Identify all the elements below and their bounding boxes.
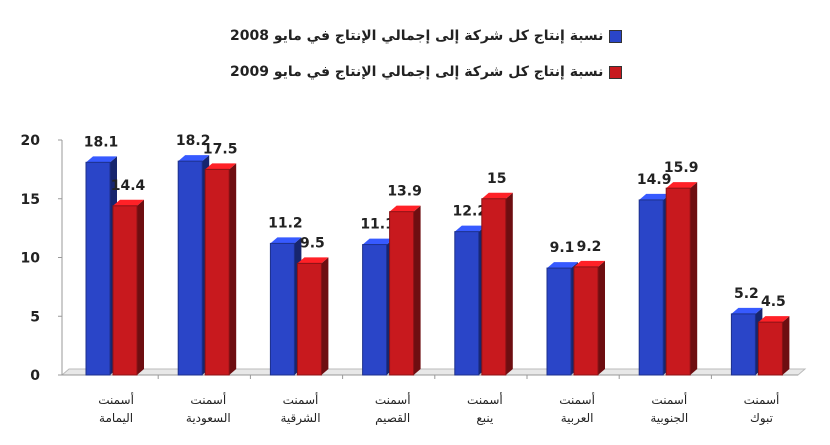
y-tick-label: 20 [21, 133, 41, 149]
data-label: 14.4 [111, 178, 146, 194]
bar-top [362, 238, 394, 245]
bar-2009 [204, 168, 230, 376]
bar-2009 [481, 198, 507, 376]
x-label-line1: أسمنت [744, 392, 780, 407]
bar-top [86, 156, 117, 163]
bar-2008 [546, 267, 572, 376]
x-label-line1: أسمنت [98, 392, 134, 407]
x-label-line1: أسمنت [190, 392, 226, 407]
x-label-line1: أسمنت [283, 392, 319, 407]
data-label: 17.5 [203, 141, 238, 157]
bar-top [666, 182, 698, 189]
bar-2009 [573, 266, 599, 376]
bar-top [574, 260, 605, 267]
bar-top [297, 257, 329, 264]
x-label-line1: أسمنت [375, 392, 411, 407]
data-label: 18.1 [84, 134, 119, 150]
data-label: 9.5 [300, 235, 325, 251]
legend-swatch-blue [609, 29, 623, 43]
bar-side [782, 316, 790, 375]
data-label: 9.2 [577, 239, 602, 255]
bar-top [547, 262, 578, 269]
bar-side [413, 205, 421, 375]
bar-top [731, 307, 763, 314]
x-label-line1: أسمنت [467, 392, 503, 407]
bar-2008 [177, 160, 203, 376]
x-label-line2: الشرقية [280, 411, 320, 426]
bar-side [321, 257, 329, 375]
bar-2009 [296, 262, 322, 376]
y-tick-label: 5 [30, 309, 40, 325]
bar-2008 [454, 231, 480, 376]
legend-label: نسبة إنتاج كل شركة إلى إجمالي الإنتاج في… [230, 28, 604, 44]
data-label: 18.2 [176, 133, 211, 149]
data-label: 5.2 [734, 286, 759, 302]
bar-top [389, 205, 421, 212]
y-tick-label: 0 [30, 368, 40, 384]
bar-2008 [362, 244, 388, 376]
x-label-line1: أسمنت [559, 392, 595, 407]
data-label: 13.9 [387, 184, 422, 200]
x-label-line2: تبوك [750, 411, 773, 426]
legend-item-2009: نسبة إنتاج كل شركة إلى إجمالي الإنتاج في… [230, 64, 623, 80]
bar-2008 [85, 161, 111, 376]
bar-side [690, 182, 698, 375]
data-label: 14.9 [637, 172, 672, 188]
bar-side [598, 260, 605, 375]
data-label: 4.5 [761, 294, 786, 310]
y-tick-label: 15 [21, 192, 40, 208]
bar-2008 [730, 313, 756, 376]
bar-top [454, 225, 486, 232]
bar-top [113, 199, 144, 206]
bar-top [178, 155, 210, 162]
data-label: 15.9 [664, 160, 699, 176]
x-label-line2: السعودية [186, 411, 231, 426]
data-label: 11.2 [268, 215, 303, 231]
bar-2009 [757, 321, 783, 376]
y-tick-label: 10 [21, 251, 41, 267]
bar-top [481, 192, 513, 199]
bar-2009 [665, 187, 691, 376]
legend-swatch-red [609, 65, 623, 79]
x-label-line2: الجنوبية [650, 411, 688, 426]
data-label: 9.1 [550, 240, 575, 256]
data-label: 11.1 [360, 217, 395, 233]
bar-2009 [389, 211, 415, 376]
legend-item-2008: نسبة إنتاج كل شركة إلى إجمالي الإنتاج في… [230, 28, 623, 44]
data-label: 15 [487, 171, 506, 187]
x-label-line2: القصيم [375, 411, 410, 425]
data-label: 12.2 [453, 204, 488, 220]
bar-side [137, 199, 144, 375]
x-label-line2: ينبع [476, 411, 493, 425]
bar-2008 [638, 199, 664, 376]
x-label-line1: أسمنت [651, 392, 687, 407]
x-label-line2: اليمامة [99, 411, 133, 425]
bar-2009 [112, 205, 138, 376]
bar-top [270, 237, 302, 244]
bar-2008 [269, 242, 295, 376]
x-label-line2: العربية [561, 411, 594, 426]
bar-top [758, 316, 790, 323]
bar-top [639, 193, 671, 200]
legend-label: نسبة إنتاج كل شركة إلى إجمالي الإنتاج في… [230, 64, 604, 80]
bar-side [505, 192, 513, 375]
bar-top [205, 163, 237, 170]
bar-side [229, 163, 237, 375]
